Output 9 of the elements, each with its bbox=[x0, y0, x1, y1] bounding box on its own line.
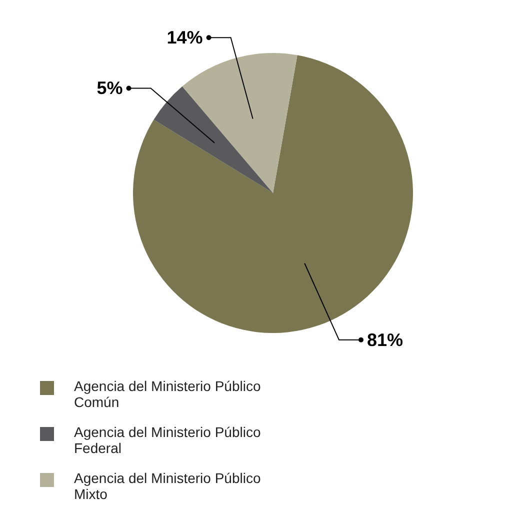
data-label: 5% bbox=[96, 78, 123, 98]
data-label: 14% bbox=[166, 28, 203, 48]
legend-label: Agencia del Ministerio Público Mixto bbox=[74, 470, 262, 502]
legend-label: Agencia del Ministerio Público Común bbox=[74, 378, 262, 410]
pie-slice bbox=[154, 86, 273, 193]
legend-label: Agencia del Ministerio Público Federal bbox=[74, 424, 262, 456]
pie-slice bbox=[133, 55, 413, 333]
data-label: 81% bbox=[367, 330, 404, 350]
pie-slice bbox=[182, 53, 298, 193]
